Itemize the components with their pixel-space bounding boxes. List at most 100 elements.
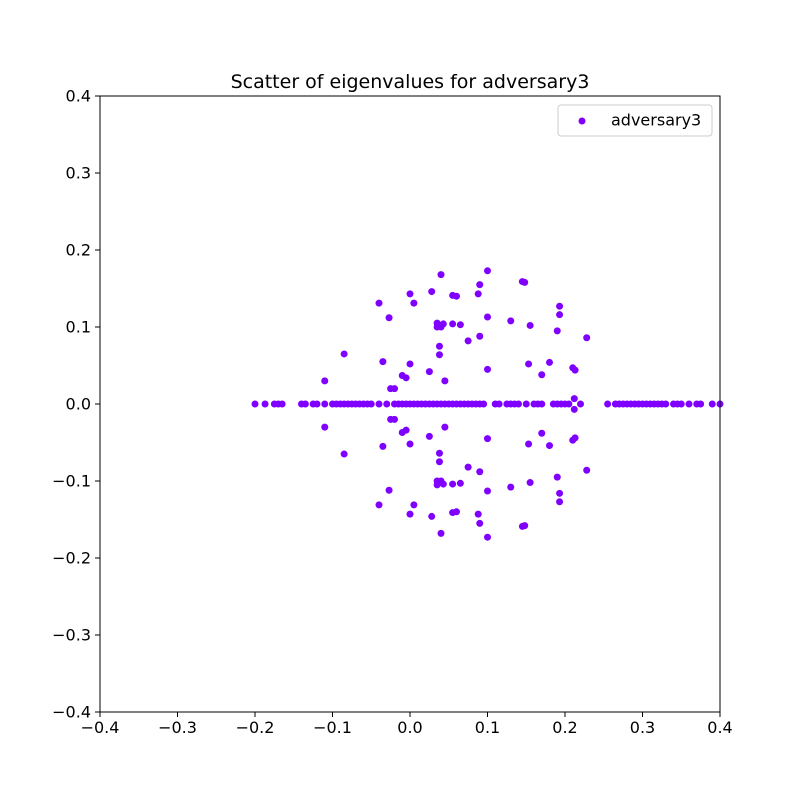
x-tick-label: 0.1 <box>475 718 500 737</box>
x-axis: −0.4 −0.3 −0.2 −0.1 0.0 0.1 0.2 0.3 0.4 <box>81 712 733 737</box>
x-tick-label: 0.0 <box>397 718 422 737</box>
data-point <box>556 489 564 497</box>
data-point <box>437 271 445 279</box>
y-axis: −0.4 −0.3 −0.2 −0.1 0.0 0.1 0.2 0.3 0.4 <box>52 87 100 722</box>
data-point <box>484 365 491 373</box>
data-point <box>410 299 418 307</box>
data-point <box>435 449 443 457</box>
data-point <box>571 366 579 374</box>
data-point <box>484 487 491 495</box>
data-point <box>301 400 309 408</box>
data-point <box>340 450 348 458</box>
data-point <box>484 435 491 443</box>
legend-label: adversary3 <box>611 111 701 130</box>
data-point <box>379 358 387 366</box>
data-point <box>484 533 491 541</box>
data-point <box>439 320 447 328</box>
x-tick-label: 0.3 <box>630 718 655 737</box>
data-point <box>474 510 482 518</box>
data-point <box>583 466 591 474</box>
data-point <box>435 458 443 466</box>
data-point <box>428 512 436 520</box>
data-point <box>402 426 410 434</box>
data-point <box>379 442 387 450</box>
x-tick-label: 0.2 <box>552 718 577 737</box>
data-point <box>662 400 670 408</box>
data-point <box>577 400 584 408</box>
data-point <box>406 440 414 448</box>
data-point <box>385 314 393 322</box>
data-point <box>522 400 530 408</box>
data-point <box>556 302 564 310</box>
data-point <box>553 473 561 481</box>
data-point <box>406 290 414 298</box>
data-point <box>375 400 383 408</box>
data-point <box>402 374 410 382</box>
y-tick-label: 0.3 <box>66 164 91 183</box>
data-point <box>456 479 464 487</box>
data-point <box>570 405 578 413</box>
data-point <box>435 342 443 350</box>
data-point <box>484 313 491 321</box>
y-tick-label: −0.1 <box>52 472 91 491</box>
x-tick-label: −0.4 <box>81 718 120 737</box>
data-point <box>449 320 457 328</box>
data-point <box>525 440 533 448</box>
data-point <box>476 332 484 340</box>
data-point <box>570 395 578 403</box>
data-point <box>495 400 503 408</box>
data-point <box>385 486 393 494</box>
data-point <box>340 350 348 358</box>
data-point <box>391 385 398 393</box>
legend: adversary3 <box>557 104 713 137</box>
data-point <box>538 400 546 408</box>
data-points <box>251 267 724 541</box>
data-point <box>476 519 484 527</box>
data-point <box>546 358 553 366</box>
y-tick-label: −0.4 <box>52 703 91 722</box>
data-point <box>565 400 573 408</box>
data-point <box>507 317 515 325</box>
chart-title: Scatter of eigenvalues for adversary3 <box>231 71 590 93</box>
data-point <box>583 334 591 342</box>
data-point <box>375 299 383 307</box>
data-point <box>449 480 457 488</box>
data-point <box>604 400 612 408</box>
data-point <box>406 510 414 518</box>
data-point <box>441 423 449 431</box>
data-point <box>406 360 414 368</box>
data-point <box>464 463 472 471</box>
data-point <box>261 400 269 408</box>
x-tick-label: −0.3 <box>158 718 197 737</box>
data-point <box>437 529 445 537</box>
data-point <box>484 267 491 275</box>
data-point <box>571 434 579 442</box>
data-point <box>367 400 375 408</box>
data-point <box>464 337 472 345</box>
data-point <box>278 400 286 408</box>
data-point <box>441 377 449 385</box>
data-point <box>476 281 484 289</box>
data-point <box>428 288 436 296</box>
data-point <box>525 360 533 368</box>
data-point <box>526 479 534 487</box>
data-point <box>507 483 515 491</box>
data-point <box>556 311 564 319</box>
data-point <box>480 400 488 408</box>
x-tick-label: −0.2 <box>236 718 275 737</box>
data-point <box>321 377 329 385</box>
data-point <box>251 400 259 408</box>
data-point <box>553 327 561 335</box>
y-tick-label: 0.1 <box>66 318 91 337</box>
data-point <box>685 400 693 408</box>
data-point <box>708 400 716 408</box>
data-point <box>538 429 546 437</box>
data-point <box>453 508 460 516</box>
data-point <box>439 480 447 488</box>
y-tick-label: −0.2 <box>52 549 91 568</box>
data-point <box>526 321 534 329</box>
data-point <box>453 292 460 300</box>
data-point <box>321 400 329 408</box>
data-point <box>425 368 433 376</box>
data-point <box>410 501 418 509</box>
